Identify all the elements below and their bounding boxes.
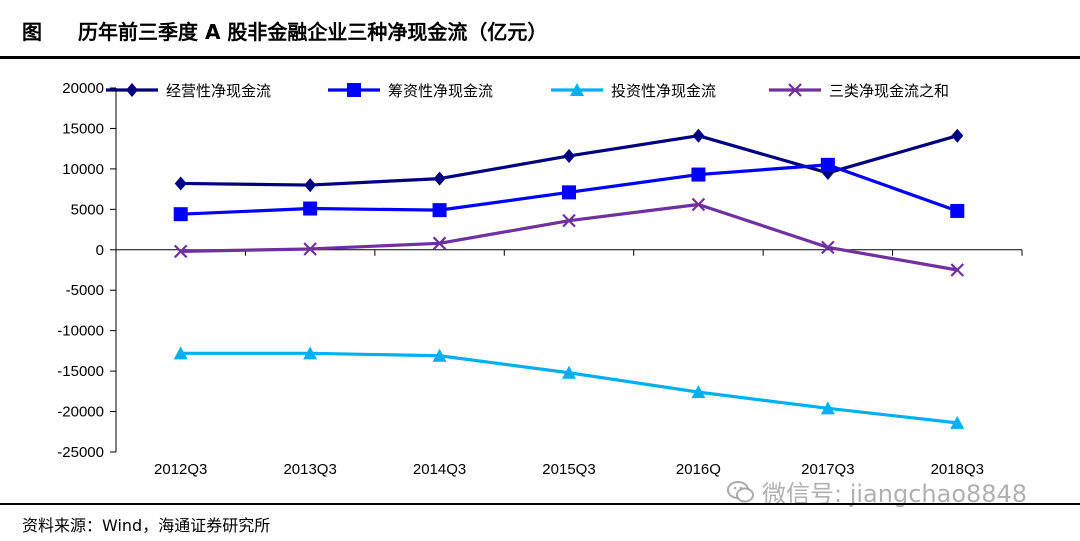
x-tick-label: 2013Q3 (283, 461, 336, 478)
data-point (562, 213, 576, 228)
x-tick-label: 2012Q3 (154, 461, 207, 478)
line-chart: 20000 15000 10000 5000 0 -5000 -10000 -15000 -20… (57, 80, 1023, 478)
data-point (303, 201, 318, 216)
data-point (173, 346, 188, 360)
data-point (950, 263, 965, 277)
data-point (562, 365, 576, 379)
legend-marker (347, 83, 361, 97)
legend-label: 筹资性净现金流 (388, 82, 493, 100)
y-tick-label: -15000 (57, 363, 104, 380)
x-tick-label: 2017Q3 (801, 461, 854, 478)
data-point (562, 185, 576, 200)
data-point (432, 203, 447, 218)
data-point (820, 401, 835, 415)
data-point (692, 128, 705, 143)
data-point (303, 242, 317, 256)
y-tick-label: 15000 (62, 120, 104, 137)
title-bar: 图 历年前三季度 A 股非金融企业三种净现金流（亿元） (0, 0, 1080, 62)
y-tick-label: -20000 (57, 404, 104, 421)
title-rule (0, 56, 1080, 59)
wechat-icon (727, 480, 754, 502)
x-tick-label: 2015Q3 (542, 461, 595, 478)
figure-label: 图 (22, 20, 42, 44)
data-point (691, 385, 706, 399)
data-point (821, 240, 835, 255)
data-point (173, 244, 188, 259)
legend-marker (126, 83, 138, 97)
data-point (433, 171, 446, 186)
data-point (563, 148, 575, 163)
chart-title: 历年前三季度 A 股非金融企业三种净现金流（亿元） (78, 20, 548, 44)
data-point (691, 197, 706, 212)
y-tick-label: -25000 (57, 444, 104, 461)
data-point (432, 236, 447, 251)
source-note: 资料来源：Wind，海通证券研究所 (22, 516, 271, 535)
data-point (174, 176, 187, 191)
legend-marker (788, 83, 802, 97)
y-tick-label: -5000 (66, 282, 104, 299)
data-point (303, 346, 318, 360)
legend-marker (570, 83, 584, 96)
data-point (691, 167, 706, 182)
series-line-2 (180, 351, 958, 425)
y-tick-label: 0 (96, 242, 104, 259)
data-point (820, 157, 835, 172)
data-point (432, 348, 447, 362)
y-tick-label: 10000 (62, 161, 104, 178)
x-tick-label: 2018Q3 (931, 461, 984, 478)
data-point (950, 415, 965, 429)
data-point (950, 203, 965, 218)
data-point (951, 128, 964, 143)
y-tick-label: -10000 (57, 323, 104, 340)
y-tick-label: 5000 (71, 201, 104, 218)
data-point (173, 207, 188, 222)
x-tick-label: 2014Q3 (413, 461, 466, 478)
legend-label: 经营性净现金流 (166, 82, 271, 100)
x-tick-label: 2016Q (676, 461, 721, 478)
legend-label: 投资性净现金流 (611, 82, 716, 100)
data-point (304, 178, 317, 193)
series-line-3 (180, 202, 958, 272)
source-rule (0, 503, 1080, 505)
y-tick-label: 20000 (62, 80, 104, 97)
legend-label: 三类净现金流之和 (829, 82, 949, 100)
